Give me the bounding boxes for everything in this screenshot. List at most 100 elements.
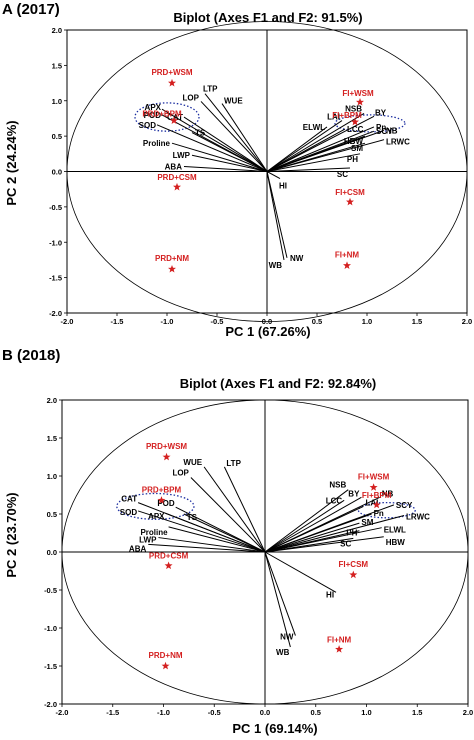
- x-tick-label: 0.0: [260, 708, 270, 717]
- observation-star-prd-wsm: [162, 452, 171, 461]
- y-tick-label: 0.5: [52, 132, 62, 141]
- variable-label-elwl: ELWL: [303, 123, 325, 132]
- y-tick-label: 1.5: [52, 61, 62, 70]
- y-tick-label: 0.5: [47, 510, 57, 519]
- prd-cluster-ring: [116, 492, 195, 520]
- vector-lai: [264, 505, 364, 553]
- vector-ts: [191, 132, 268, 172]
- variable-label-wue: WUE: [183, 458, 202, 467]
- observation-label-fi-nm: FI+NM: [335, 251, 360, 260]
- variable-label-sod: SOD: [139, 121, 157, 130]
- variable-label-hbw: HBW: [344, 137, 364, 146]
- vector-pn: [266, 126, 375, 172]
- variable-label-lwp: LWP: [173, 151, 191, 160]
- panel-a-label: A (2017): [2, 1, 60, 18]
- variable-label-apx: APX: [148, 512, 165, 521]
- observation-label-fi-bpm: FI+BPM: [362, 491, 392, 500]
- variable-label-ph: PH: [346, 529, 357, 538]
- observation-label-prd-wsm: PRD+WSM: [146, 442, 187, 451]
- y-tick-label: -0.5: [44, 586, 57, 595]
- fi-cluster-ring: [334, 114, 406, 133]
- variable-label-lcc: LCC: [326, 496, 343, 505]
- vector-lwp: [191, 154, 268, 172]
- observation-star-prd-csm: [173, 182, 181, 191]
- panel-a-xlabel: PC 1 (67.26%): [225, 324, 310, 339]
- variable-label-apx: APX: [145, 103, 162, 112]
- x-tick-label: -0.5: [208, 708, 221, 717]
- variable-label-pod: POD: [144, 111, 162, 120]
- variable-label-lcc: LCC: [347, 125, 364, 134]
- variable-label-hbw: HBW: [386, 538, 406, 547]
- x-tick-label: 2.0: [463, 708, 473, 717]
- vector-nsb: [264, 489, 349, 553]
- observation-star-fi-csm: [349, 570, 358, 579]
- vector-proline: [171, 142, 268, 172]
- variable-label-lwp: LWP: [139, 536, 157, 545]
- vector-by: [264, 496, 362, 553]
- vector-wb: [266, 171, 285, 261]
- panel-b-label: B (2018): [2, 347, 60, 364]
- variable-label-proline: Proline: [143, 139, 171, 148]
- vector-wue: [221, 103, 268, 172]
- x-tick-label: -2.0: [56, 708, 69, 717]
- y-tick-label: -2.0: [49, 309, 62, 318]
- variable-label-ts: TS: [187, 513, 198, 522]
- panel-b-title: Biplot (Axes F1 and F2: 92.84%): [180, 376, 377, 391]
- observation-star-fi-nm: [335, 645, 344, 653]
- x-tick-label: -1.5: [111, 317, 124, 326]
- observation-label-prd-bpm: PRD+BPM: [142, 485, 182, 494]
- variable-label-sc: SC: [337, 170, 348, 179]
- x-tick-label: 2.0: [462, 317, 472, 326]
- vector-ts: [183, 513, 266, 553]
- variable-label-lrwc: LRWC: [386, 138, 410, 147]
- variable-label-scy: SCY: [376, 127, 393, 136]
- panel-b: B (2018) Biplot (Axes F1 and F2: 92.84%)…: [2, 347, 473, 736]
- vector-lop: [200, 101, 268, 172]
- observation-label-fi-bpm: FI+BPM: [332, 111, 362, 120]
- y-tick-label: -0.5: [49, 203, 62, 212]
- vector-lwp: [158, 537, 266, 553]
- vector-wue: [203, 466, 266, 553]
- observation-star-prd-bpm: [157, 496, 166, 504]
- observation-label-prd-wsm: PRD+WSM: [151, 68, 192, 77]
- vector-hi: [264, 551, 337, 593]
- observation-label-fi-csm: FI+CSM: [335, 188, 365, 197]
- vector-wb: [264, 551, 291, 648]
- variable-label-nb: NB: [386, 126, 398, 135]
- y-tick-label: 1.0: [47, 472, 57, 481]
- variable-label-wue: WUE: [224, 97, 243, 106]
- panel-a-ylabel: PC 2 (24.24%): [4, 120, 19, 205]
- x-tick-label: 1.0: [362, 317, 372, 326]
- variable-label-cat: CAT: [167, 113, 183, 122]
- panel-b-xlabel: PC 1 (69.14%): [232, 721, 317, 736]
- y-tick-label: -1.5: [44, 662, 57, 671]
- vector-ltp: [204, 93, 268, 172]
- vector-lrwc: [264, 515, 405, 553]
- panel-b-plot-area: -2.0 -1.5 -1.0 -0.5 0.0 0.5 1.0 1.5 2.0 -2.0 -1.5 -…: [44, 396, 473, 717]
- y-tick-label: 0.0: [52, 168, 62, 177]
- observation-label-fi-nm: FI+NM: [327, 635, 352, 644]
- vector-apx: [161, 108, 268, 172]
- y-tick-label: 2.0: [52, 26, 62, 35]
- vector-sc: [266, 167, 351, 172]
- vector-sod: [156, 124, 268, 172]
- observation-star-fi-wsm: [369, 483, 378, 491]
- x-tick-label: -0.5: [211, 317, 224, 326]
- observation-star-fi-wsm: [356, 97, 364, 106]
- variable-label-nb: NB: [382, 489, 394, 498]
- variable-label-nsb: NSB: [345, 104, 362, 113]
- vector-lai: [266, 120, 343, 172]
- vector-nsb: [266, 113, 365, 172]
- y-tick-label: -1.5: [49, 274, 62, 283]
- variable-label-pn: Pn: [376, 123, 386, 132]
- y-tick-label: 1.0: [52, 97, 62, 106]
- variable-label-elwl: ELWL: [384, 526, 406, 535]
- observation-star-prd-wsm: [168, 78, 176, 87]
- observation-label-fi-wsm: FI+WSM: [358, 472, 390, 481]
- observation-label-prd-bpm: PRD+BPM: [142, 110, 182, 119]
- y-tick-label: 1.5: [47, 434, 57, 443]
- fi-cluster-ring: [357, 501, 416, 519]
- variable-label-nw: NW: [280, 633, 294, 642]
- variable-label-nw: NW: [290, 254, 304, 263]
- vector-sm: [266, 142, 366, 172]
